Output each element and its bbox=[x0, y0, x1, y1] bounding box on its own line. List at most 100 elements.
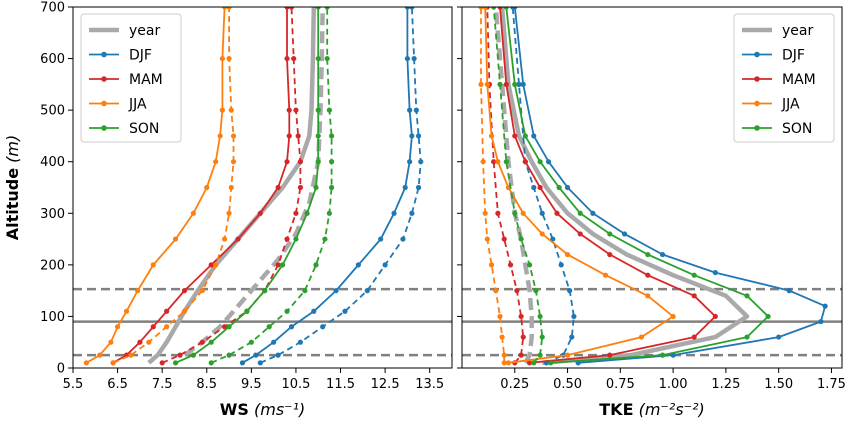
data-point-mam bbox=[554, 210, 560, 216]
data-point-son bbox=[329, 159, 335, 165]
data-point-jja bbox=[497, 313, 503, 320]
x-tick-label: 1.50 bbox=[764, 377, 793, 392]
x-axis-title: WS (ms⁻¹) bbox=[220, 400, 306, 419]
panel-tke: 0.25 0.50 0.75 1.00 1.25 1.50 1.75 TKE (m⁻²s⁻²)… bbox=[457, 6, 846, 419]
data-point-mam bbox=[577, 231, 583, 237]
data-point-jja bbox=[499, 334, 505, 340]
data-point-son bbox=[503, 7, 509, 10]
data-point-jja bbox=[226, 210, 232, 216]
data-point-jja bbox=[199, 288, 205, 294]
data-point-son bbox=[548, 360, 554, 366]
series-line-djf-dashed bbox=[511, 7, 575, 364]
data-point-mam bbox=[284, 236, 290, 242]
data-point-jja bbox=[219, 55, 225, 62]
data-point-jja bbox=[228, 107, 234, 113]
data-point-son bbox=[537, 313, 543, 320]
data-point-mam bbox=[522, 159, 528, 165]
data-point-mam bbox=[495, 210, 501, 216]
data-point-son bbox=[497, 81, 503, 87]
data-point-jja bbox=[213, 262, 219, 268]
x-tick-label: 1.25 bbox=[711, 377, 740, 392]
data-point-jja bbox=[539, 231, 545, 237]
data-point-son bbox=[537, 352, 543, 358]
y-tick-label: 0 bbox=[57, 362, 65, 377]
series-line-jja-solid bbox=[484, 7, 674, 364]
series-line-son-solid bbox=[505, 7, 769, 364]
data-point-mam bbox=[286, 133, 292, 139]
data-point-jja bbox=[222, 7, 228, 10]
data-point-djf bbox=[531, 184, 537, 191]
data-point-djf bbox=[659, 251, 666, 258]
data-point-son bbox=[537, 159, 543, 165]
legend-label-djf: DJF bbox=[129, 48, 152, 64]
plot-area bbox=[73, 7, 452, 366]
data-point-mam bbox=[518, 352, 524, 358]
data-point-son bbox=[324, 7, 330, 10]
data-point-jja bbox=[110, 360, 116, 366]
legend-box bbox=[733, 13, 835, 143]
data-point-mam bbox=[518, 313, 524, 320]
data-point-son bbox=[313, 262, 319, 268]
data-point-djf bbox=[407, 107, 413, 113]
data-point-jja bbox=[564, 352, 571, 358]
series-line-mam-solid bbox=[499, 7, 717, 364]
data-point-djf bbox=[516, 81, 522, 87]
data-point-djf bbox=[404, 55, 411, 62]
data-point-son bbox=[744, 293, 750, 299]
series-line-year-dashed bbox=[183, 7, 325, 357]
data-point-djf bbox=[311, 308, 317, 314]
data-point-djf bbox=[239, 360, 246, 366]
y-tick-label: 200 bbox=[40, 258, 65, 273]
data-point-jja bbox=[480, 159, 486, 165]
data-point-djf bbox=[382, 262, 388, 268]
data-point-jja bbox=[108, 339, 114, 345]
x-tick-label: 0.25 bbox=[500, 377, 529, 392]
y-tick-label: 100 bbox=[40, 310, 65, 325]
legend-label-mam: MAM bbox=[129, 72, 163, 88]
data-point-mam bbox=[497, 7, 503, 10]
y-tick-label: 700 bbox=[40, 1, 65, 16]
data-point-jja bbox=[181, 308, 188, 314]
legend-label-year: year bbox=[782, 23, 813, 39]
data-point-djf bbox=[822, 303, 828, 309]
data-point-djf bbox=[539, 210, 545, 216]
data-point-son bbox=[262, 288, 268, 294]
data-point-mam bbox=[512, 133, 518, 139]
data-point-son bbox=[518, 236, 524, 242]
data-point-jja bbox=[230, 133, 237, 139]
data-point-son bbox=[659, 352, 666, 358]
data-point-son bbox=[329, 184, 335, 191]
data-point-djf bbox=[391, 210, 397, 216]
data-point-jja bbox=[97, 352, 103, 358]
x-axis-title-name: WS bbox=[220, 400, 249, 419]
data-point-son bbox=[526, 262, 533, 268]
data-point-djf bbox=[569, 334, 575, 340]
data-point-jja bbox=[645, 293, 651, 299]
data-point-mam bbox=[284, 7, 290, 10]
data-point-mam bbox=[159, 360, 165, 366]
data-point-mam bbox=[164, 308, 170, 314]
data-point-jja bbox=[505, 360, 512, 366]
data-point-son bbox=[226, 324, 232, 330]
data-point-mam bbox=[208, 262, 214, 268]
legend-label-year: year bbox=[129, 23, 160, 39]
data-point-djf bbox=[571, 313, 577, 320]
legend-marker-mam bbox=[754, 76, 760, 82]
legend-box bbox=[80, 13, 182, 143]
data-point-djf bbox=[621, 231, 628, 237]
data-point-djf bbox=[564, 184, 571, 191]
data-point-djf bbox=[404, 7, 411, 10]
data-point-son bbox=[324, 55, 330, 62]
x-tick-label: 11.5 bbox=[326, 377, 355, 392]
data-point-jja bbox=[484, 81, 490, 87]
data-point-djf bbox=[378, 236, 384, 242]
data-point-djf bbox=[415, 184, 422, 191]
axes-frame bbox=[461, 6, 843, 369]
data-point-son bbox=[302, 288, 308, 294]
data-point-son bbox=[226, 352, 232, 358]
x-tick-label: 12.5 bbox=[371, 377, 400, 392]
data-point-djf bbox=[545, 159, 552, 165]
data-point-jja bbox=[670, 313, 676, 320]
data-point-son bbox=[293, 236, 299, 242]
data-point-mam bbox=[295, 133, 301, 139]
